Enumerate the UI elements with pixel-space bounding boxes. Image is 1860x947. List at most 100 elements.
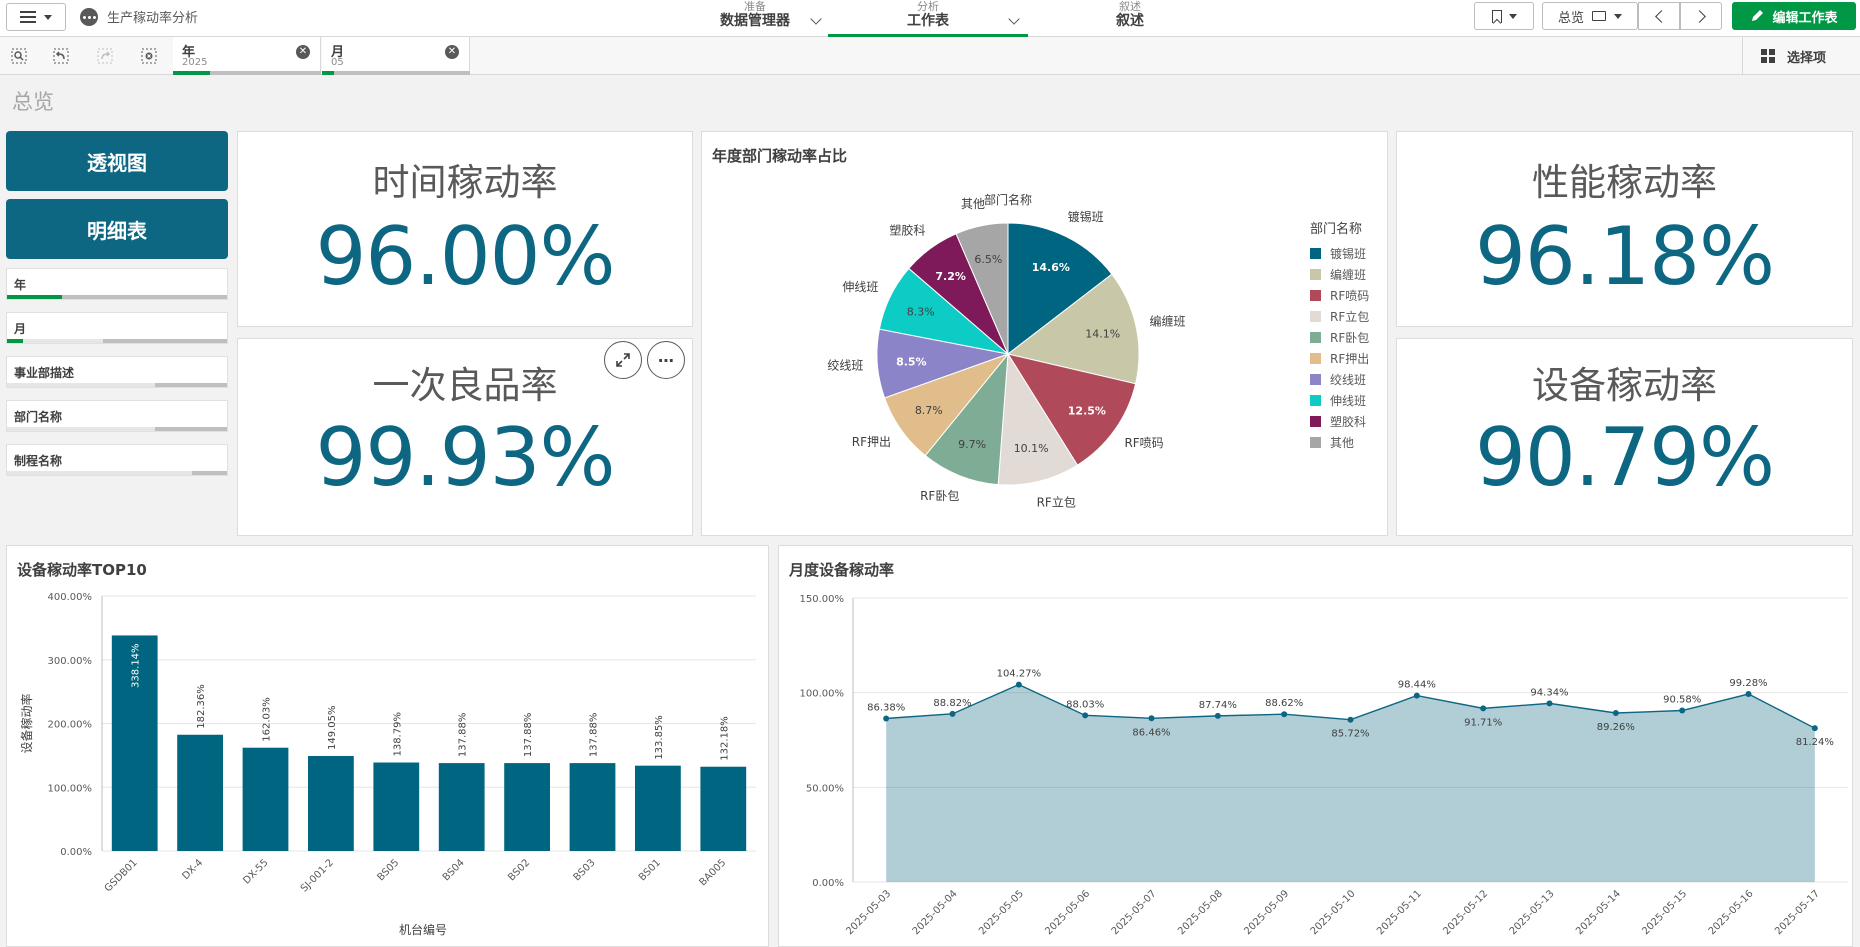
x-axis-title: 机台编号 [399, 922, 447, 937]
bar-value-label: 137.88% [589, 713, 600, 758]
y-tick-label: 400.00% [48, 592, 93, 603]
bar-value-label: 182.36% [196, 684, 207, 729]
area-chart: 0.00% 50.00% 100.00% 150.00% 86.38% 2025-05-0… [800, 594, 1848, 937]
sheet-selector-label: 总览 [1557, 10, 1584, 26]
filter-progress [7, 295, 227, 299]
legend-swatch [1310, 437, 1321, 448]
more-icon: ⋯ [658, 350, 674, 370]
data-point-label: 89.26% [1597, 722, 1635, 733]
x-tick-label: 2025-05-09 [1242, 888, 1291, 937]
pie-value-label: 10.1% [1014, 442, 1049, 455]
pie-slice [924, 352, 1009, 486]
selection-chip-month[interactable]: 月 05 ✕ [322, 37, 470, 75]
data-point [949, 710, 956, 717]
detail-button[interactable]: 明细表 [6, 199, 228, 259]
legend-item: 绞线班 [1330, 372, 1366, 387]
pie-chart: 部门名称 14.6% 镀锡班 14.1% 编缠班 12.5% RF喷码 10.1% RF立包 9.… [827, 192, 1369, 510]
selections-tool-button[interactable]: 选择项 [1742, 37, 1860, 75]
data-point [1347, 716, 1354, 723]
bar-value-label: 133.85% [654, 715, 665, 760]
filter-month[interactable]: 月 [6, 312, 228, 344]
filter-process[interactable]: 制程名称 [6, 444, 228, 476]
legend-swatch [1310, 374, 1321, 385]
caret-down-icon [44, 14, 52, 20]
close-icon[interactable]: ✕ [445, 45, 459, 59]
selection-chip-year[interactable]: 年 2025 ✕ [173, 37, 321, 75]
more-button[interactable]: ⋯ [647, 341, 685, 379]
nav-tab-analyze[interactable]: 分析 工作表 [828, 0, 1028, 37]
sheet-selector-button[interactable]: 总览 [1542, 2, 1638, 30]
filter-division[interactable]: 事业部描述 [6, 356, 228, 388]
close-icon[interactable]: ✕ [296, 45, 310, 59]
nav-tab-narrate[interactable]: 叙述 叙述 [1080, 0, 1180, 37]
x-tick-label: 2025-05-15 [1640, 888, 1689, 937]
step-back-icon[interactable] [53, 48, 69, 64]
clear-selections-icon[interactable] [141, 48, 157, 64]
bookmark-button[interactable] [1474, 2, 1534, 30]
bar-value-label: 138.79% [392, 712, 403, 757]
x-tick-label: BS02 [506, 857, 532, 883]
data-point-label: 86.46% [1132, 727, 1170, 738]
pivot-button[interactable]: 透视图 [6, 131, 228, 191]
kpi-value: 99.93% [315, 411, 615, 504]
data-point-label: 99.28% [1729, 678, 1767, 689]
data-point-label: 81.24% [1796, 737, 1834, 748]
data-point [1546, 700, 1553, 707]
bar [373, 762, 420, 851]
previous-sheet-button[interactable] [1638, 2, 1680, 30]
bar [504, 763, 550, 851]
chip-progress [173, 71, 321, 75]
chart-title: 设备稼动率TOP10 [17, 561, 147, 579]
kpi-time-utilization[interactable]: 时间稼动率 96.00% [237, 131, 693, 327]
data-point-label: 98.44% [1398, 680, 1436, 691]
y-tick-label: 0.00% [60, 847, 92, 858]
pie-category-label: RF卧包 [920, 489, 959, 503]
chip-value: 05 [331, 57, 344, 68]
filter-label: 制程名称 [14, 454, 63, 468]
filter-department[interactable]: 部门名称 [6, 400, 228, 432]
step-forward-icon[interactable] [97, 48, 113, 64]
app-title: 生产稼动率分析 [107, 11, 199, 26]
smart-search-icon[interactable] [11, 48, 27, 64]
nav-sub-label: 叙述 [1119, 0, 1141, 13]
x-tick-label: BA005 [697, 857, 728, 888]
next-sheet-button[interactable] [1680, 2, 1722, 30]
kpi-equipment-utilization[interactable]: 设备稼动率 90.79% [1396, 338, 1853, 536]
x-tick-label: 2025-05-10 [1309, 888, 1358, 937]
legend-swatch [1310, 311, 1321, 322]
kpi-performance-utilization[interactable]: 性能稼动率 96.18% [1396, 131, 1853, 327]
data-point-label: 90.58% [1663, 695, 1701, 706]
kpi-label: 设备稼动率 [1532, 364, 1717, 407]
x-tick-label: 2025-05-07 [1110, 888, 1159, 937]
pie-category-label: 编缠班 [1150, 314, 1186, 329]
pie-category-label: 镀锡班 [1068, 209, 1104, 224]
data-point [1679, 707, 1686, 714]
legend-item: RF卧包 [1330, 331, 1369, 345]
caret-down-icon [1614, 13, 1622, 19]
filter-progress [7, 383, 227, 387]
pencil-icon [1752, 10, 1764, 21]
pie-value-label: 7.2% [935, 270, 966, 283]
caret-down-icon [1508, 13, 1517, 19]
nav-main-label: 数据管理器 [720, 13, 790, 29]
area-chart-card[interactable]: 月度设备稼动率 0.00% 50.00% 100.00% 150.00% 86.38% 2… [778, 545, 1853, 947]
edit-sheet-button[interactable]: 编辑工作表 [1732, 2, 1856, 30]
data-point [1214, 712, 1221, 719]
expand-button[interactable] [604, 341, 642, 379]
bar-value-label: 137.88% [458, 713, 469, 758]
data-point [1745, 691, 1752, 698]
legend-item: 镀锡班 [1330, 246, 1366, 261]
pie-category-label: 其他 [961, 197, 985, 211]
legend-title: 部门名称 [1310, 221, 1362, 237]
nav-tab-prepare[interactable]: 准备 数据管理器 [670, 0, 840, 37]
menu-icon [20, 11, 36, 23]
bar-chart-card[interactable]: 设备稼动率TOP10 0.00% 100.00% 200.00% 300.00% 400… [6, 545, 769, 947]
x-tick-label: 2025-05-03 [844, 888, 893, 937]
filter-year[interactable]: 年 [6, 268, 228, 300]
pie-chart-card[interactable]: 年度部门稼动率占比 部门名称 14.6% 镀锡班 14.1% 编缠班 12.5% RF喷码 1… [701, 131, 1388, 536]
legend-swatch [1310, 248, 1321, 259]
x-tick-label: GSDB01 [103, 857, 140, 894]
selections-label: 选择项 [1787, 50, 1827, 66]
legend-swatch [1310, 416, 1321, 427]
menu-button[interactable] [6, 3, 66, 31]
